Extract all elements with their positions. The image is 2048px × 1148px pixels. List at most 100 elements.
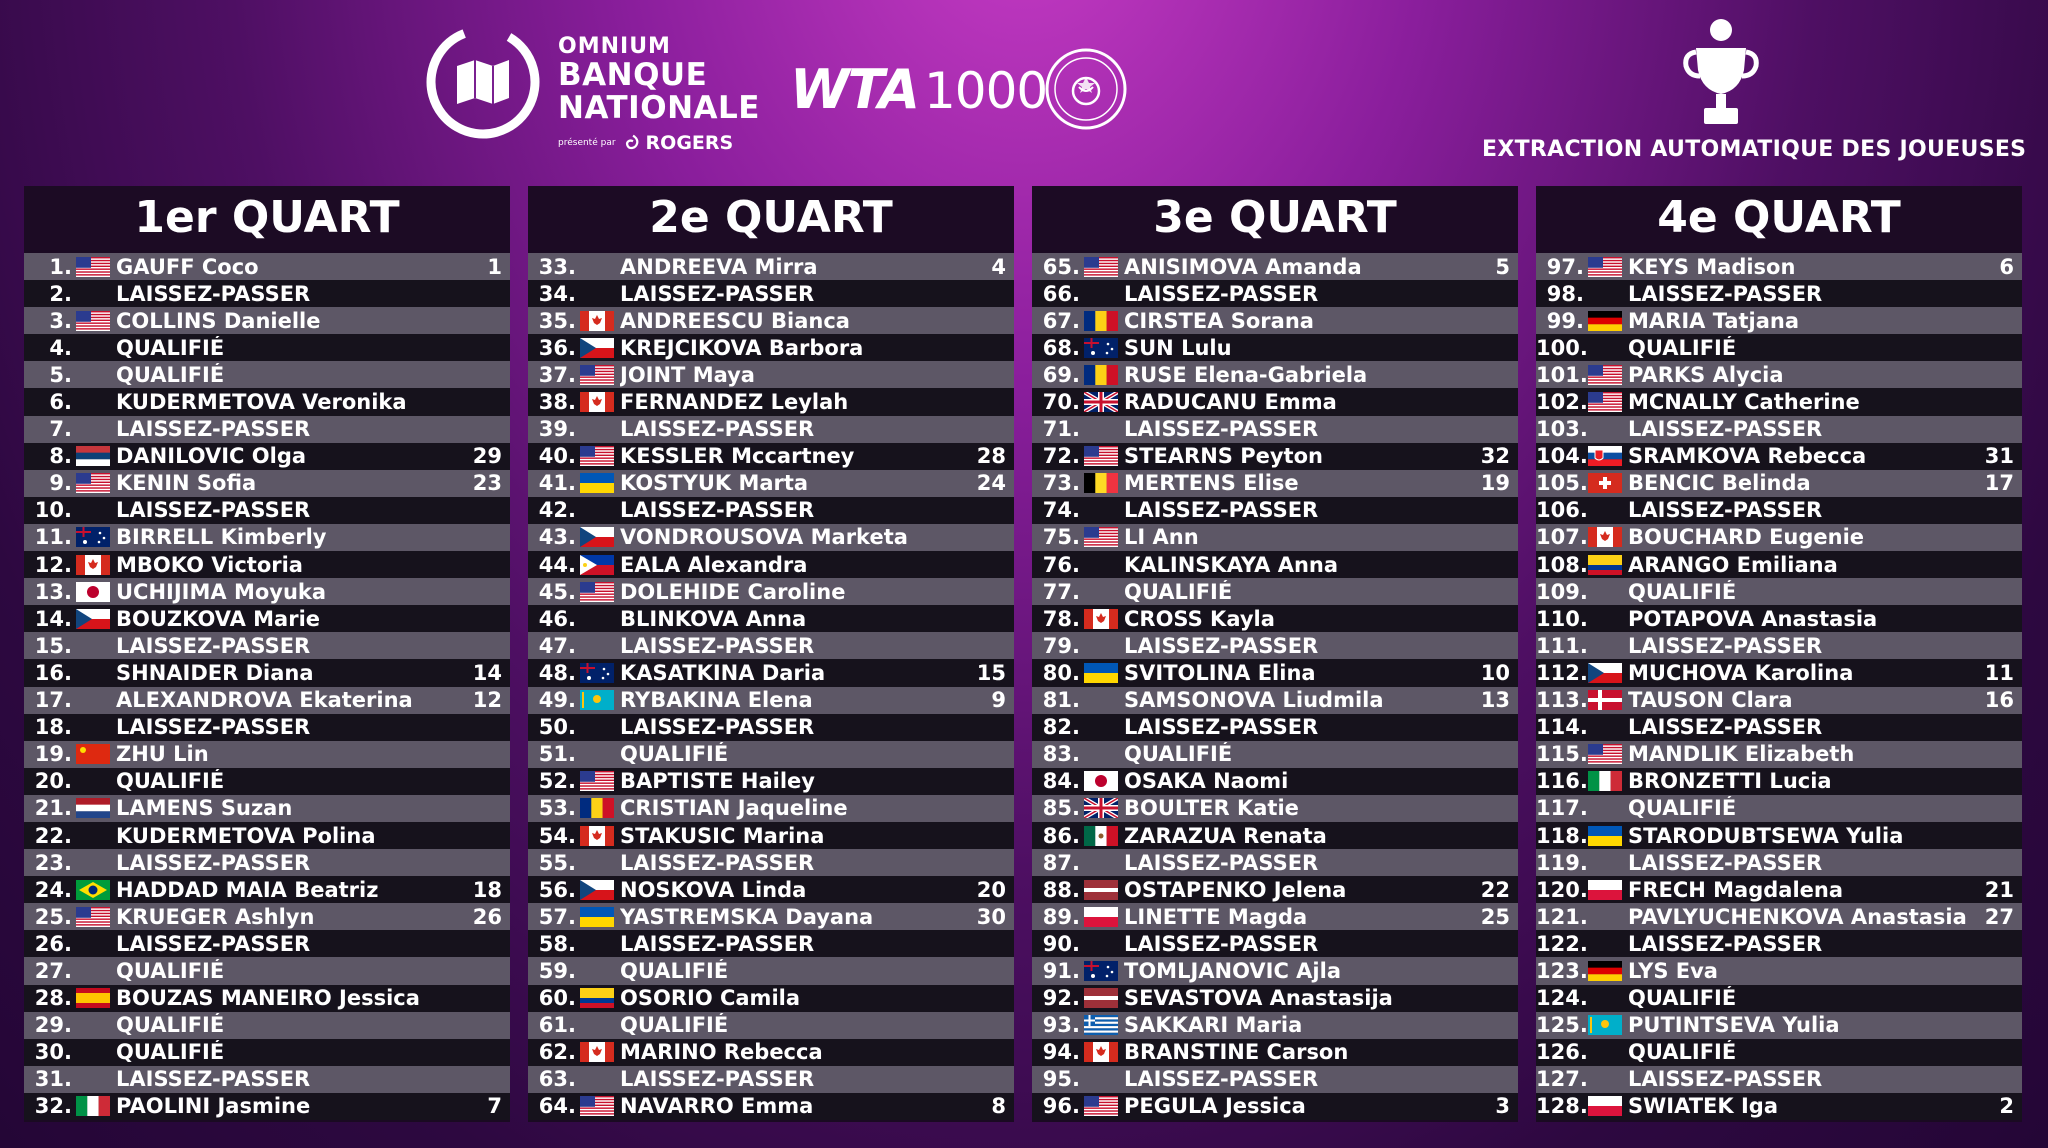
seed-number: 15 bbox=[976, 660, 1006, 685]
player-name: ZARAZUA Renata bbox=[1124, 823, 1327, 848]
seed-number: 23 bbox=[472, 471, 502, 496]
player-name: QUALIFIÉ bbox=[116, 769, 225, 794]
rogers-label: ROGERS bbox=[645, 132, 734, 154]
draw-position: 11. bbox=[34, 525, 72, 550]
flag-empty bbox=[580, 853, 614, 873]
draw-position: 106. bbox=[1536, 498, 1588, 523]
flag-empty bbox=[1588, 934, 1622, 954]
flag-empty bbox=[1588, 1069, 1622, 1089]
seed-number: 6 bbox=[1999, 254, 2014, 279]
seed-number: 12 bbox=[472, 688, 502, 713]
flag-empty bbox=[76, 338, 110, 358]
draw-position: 100. bbox=[1536, 335, 1588, 360]
player-name: LAMENS Suzan bbox=[116, 796, 293, 821]
draw-row: 128. SWIATEK Iga 2 bbox=[1536, 1092, 2022, 1120]
player-name: LAISSEZ-PASSER bbox=[116, 850, 311, 875]
draw-row: 76. KALINSKAYA Anna bbox=[1032, 551, 1518, 579]
draw-row: 37. JOINT Maya bbox=[528, 361, 1014, 389]
player-name: QUALIFIÉ bbox=[116, 1040, 225, 1065]
draw-position: 1. bbox=[49, 254, 72, 279]
draw-position: 104. bbox=[1536, 444, 1588, 469]
flag-mexico-icon bbox=[1084, 825, 1118, 846]
player-name: CROSS Kayla bbox=[1124, 606, 1275, 631]
flag-empty bbox=[1084, 582, 1118, 602]
draw-row: 25. KRUEGER Ashlyn 26 bbox=[24, 903, 510, 931]
player-name: RYBAKINA Elena bbox=[620, 688, 813, 713]
draw-position: 122. bbox=[1536, 931, 1588, 956]
draw-row: 21. LAMENS Suzan bbox=[24, 794, 510, 822]
flag-kazakhstan-icon bbox=[580, 690, 614, 711]
draw-position: 19. bbox=[34, 742, 72, 767]
draw-position: 10. bbox=[34, 498, 72, 523]
player-name: STARODUBTSEWA Yulia bbox=[1628, 823, 1904, 848]
flag-empty bbox=[580, 419, 614, 439]
draw-position: 76. bbox=[1042, 552, 1080, 577]
draw-position: 12. bbox=[34, 552, 72, 577]
draw-position: 38. bbox=[538, 390, 576, 415]
player-name: OSAKA Naomi bbox=[1124, 769, 1289, 794]
flag-empty bbox=[1084, 744, 1118, 764]
draw-position: 109. bbox=[1536, 579, 1588, 604]
flag-romania-icon bbox=[1084, 310, 1118, 331]
draw-row: 87. LAISSEZ-PASSER bbox=[1032, 849, 1518, 877]
draw-position: 92. bbox=[1042, 986, 1080, 1011]
flag-empty bbox=[1588, 907, 1622, 927]
seed-number: 7 bbox=[487, 1094, 502, 1119]
draw-position: 53. bbox=[538, 796, 576, 821]
flag-poland-icon bbox=[1084, 906, 1118, 927]
draw-row: 44. EALA Alexandra bbox=[528, 551, 1014, 579]
draw-position: 25. bbox=[34, 904, 72, 929]
player-name: QUALIFIÉ bbox=[620, 958, 729, 983]
flag-empty bbox=[1588, 609, 1622, 629]
draw-row: 62. MARINO Rebecca bbox=[528, 1038, 1014, 1066]
draw-position: 47. bbox=[538, 633, 576, 658]
draw-position: 29. bbox=[34, 1013, 72, 1038]
flag-colombia-icon bbox=[580, 988, 614, 1009]
flag-canada-icon bbox=[580, 1042, 614, 1063]
draw-row: 24. HADDAD MAIA Beatriz 18 bbox=[24, 876, 510, 904]
draw-position: 74. bbox=[1042, 498, 1080, 523]
flag-czech-icon bbox=[76, 608, 110, 629]
player-name: LAISSEZ-PASSER bbox=[1628, 931, 1823, 956]
draw-position: 37. bbox=[538, 362, 576, 387]
player-name: JOINT Maya bbox=[620, 362, 755, 387]
flag-colombia-icon bbox=[1588, 554, 1622, 575]
draw-position: 54. bbox=[538, 823, 576, 848]
draw-row: 67. CIRSTEA Sorana bbox=[1032, 307, 1518, 335]
draw-position: 72. bbox=[1042, 444, 1080, 469]
player-name: HADDAD MAIA Beatriz bbox=[116, 877, 379, 902]
draw-position: 101. bbox=[1536, 362, 1588, 387]
draw-row: 77. QUALIFIÉ bbox=[1032, 578, 1518, 606]
player-name: LAISSEZ-PASSER bbox=[620, 850, 815, 875]
draw-row: 112. MUCHOVA Karolina 11 bbox=[1536, 659, 2022, 687]
seed-number: 27 bbox=[1984, 904, 2014, 929]
draw-position: 83. bbox=[1042, 742, 1080, 767]
player-name: COLLINS Danielle bbox=[116, 308, 321, 333]
seed-number: 14 bbox=[472, 660, 502, 685]
player-name: CIRSTEA Sorana bbox=[1124, 308, 1314, 333]
draw-position: 42. bbox=[538, 498, 576, 523]
draw-position: 14. bbox=[34, 606, 72, 631]
draw-row: 57. YASTREMSKA Dayana 30 bbox=[528, 903, 1014, 931]
flag-empty bbox=[1588, 419, 1622, 439]
draw-row: 46. BLINKOVA Anna bbox=[528, 605, 1014, 633]
draw-row: 29. QUALIFIÉ bbox=[24, 1011, 510, 1039]
player-name: SUN Lulu bbox=[1124, 335, 1232, 360]
draw-position: 113. bbox=[1536, 688, 1588, 713]
draw-row: 94. BRANSTINE Carson bbox=[1032, 1038, 1518, 1066]
draw-position: 103. bbox=[1536, 417, 1588, 442]
flag-empty bbox=[580, 961, 614, 981]
draw-row: 91. TOMLJANOVIC Ajla bbox=[1032, 957, 1518, 985]
draw-position: 91. bbox=[1042, 958, 1080, 983]
seed-number: 30 bbox=[976, 904, 1006, 929]
draw-row: 123. LYS Eva bbox=[1536, 957, 2022, 985]
draw-row: 107. BOUCHARD Eugenie bbox=[1536, 523, 2022, 552]
flag-empty bbox=[580, 500, 614, 520]
draw-position: 8. bbox=[49, 444, 72, 469]
player-name: KESSLER Mccartney bbox=[620, 444, 855, 469]
player-name: LAISSEZ-PASSER bbox=[1124, 281, 1319, 306]
draw-position: 21. bbox=[34, 796, 72, 821]
draw-row: 14. BOUZKOVA Marie bbox=[24, 605, 510, 633]
draw-position: 89. bbox=[1042, 904, 1080, 929]
quarter-title: 3e QUART bbox=[1032, 186, 1518, 250]
